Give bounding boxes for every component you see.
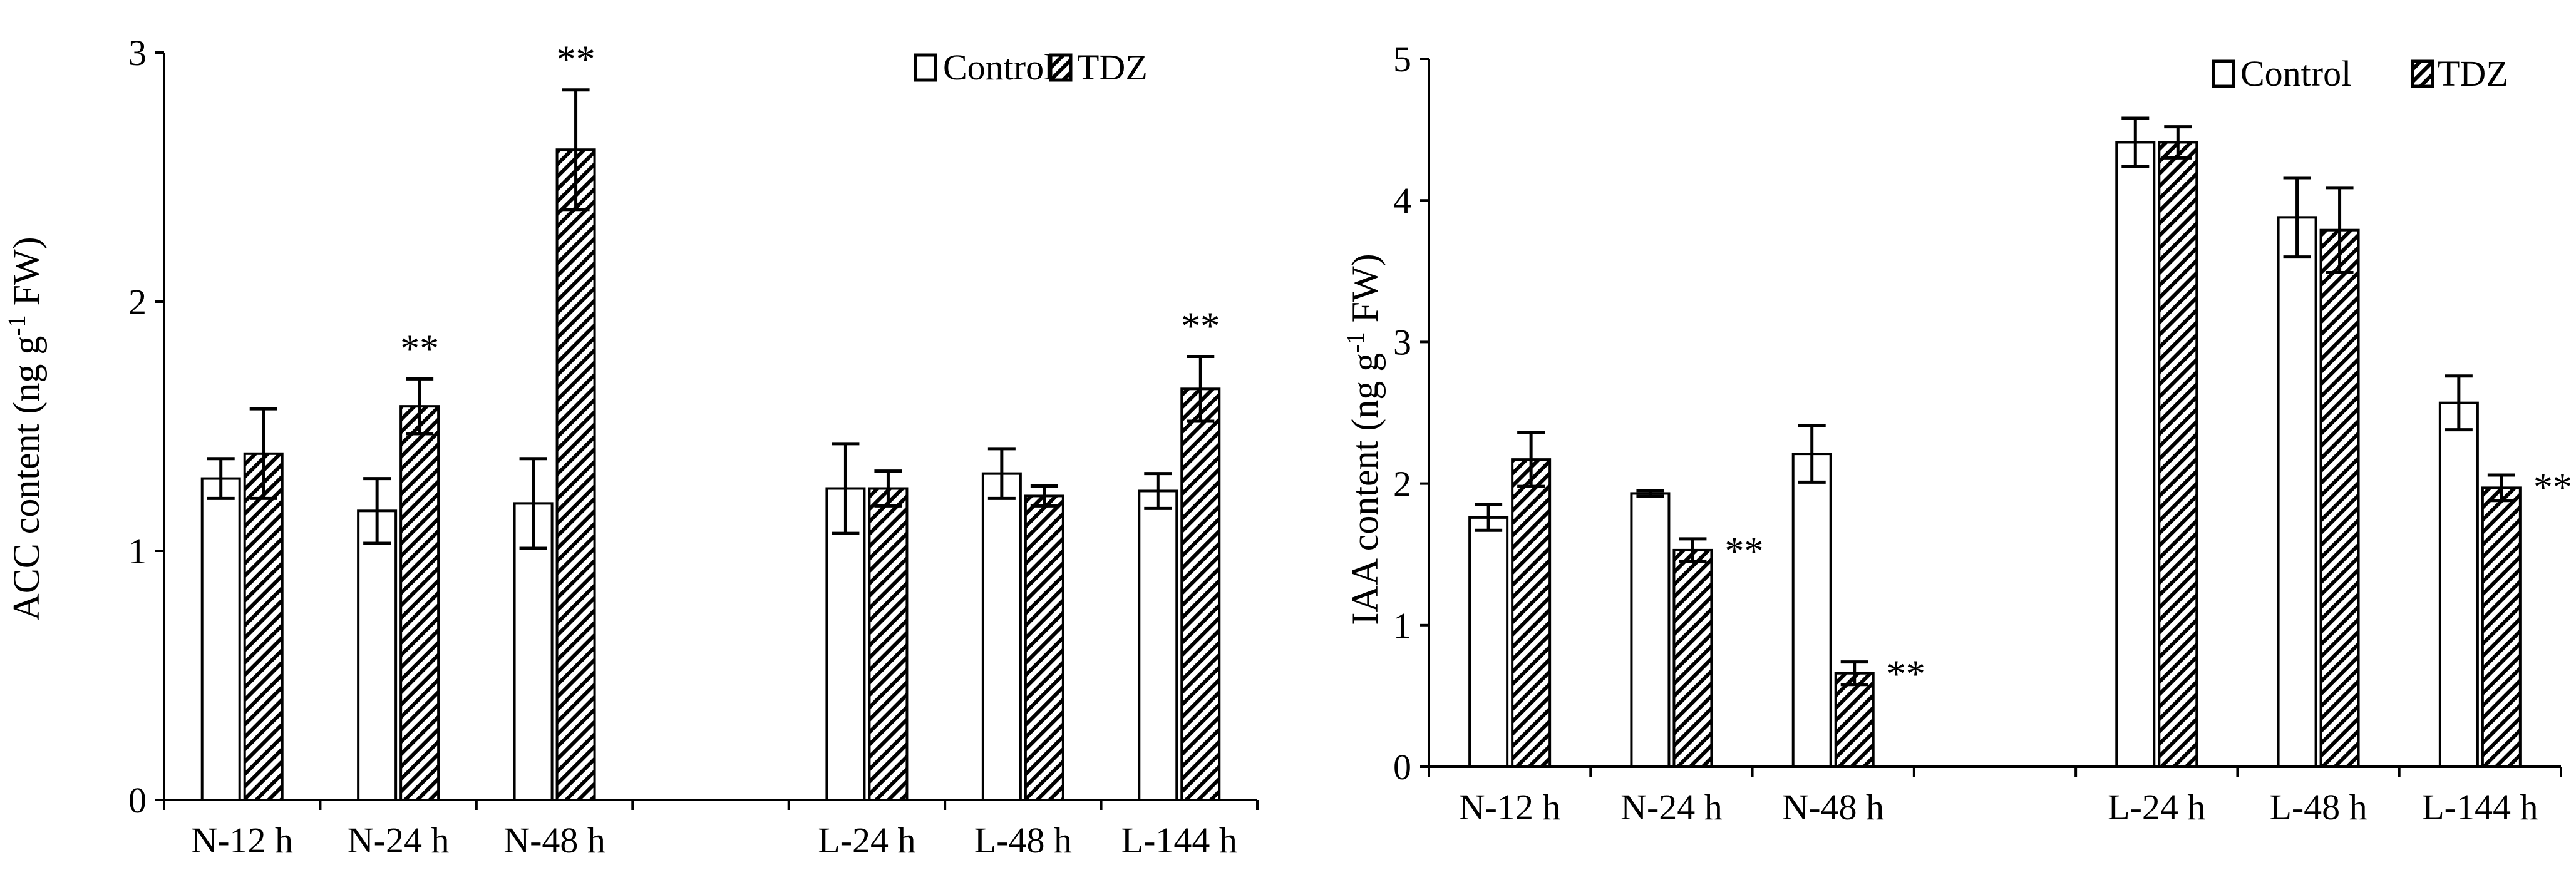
acc-bar-control [1138,489,1178,801]
iaa-category-label: N-12 h [1459,787,1561,827]
acc-category-label: N-24 h [348,820,450,861]
acc-bar-tdz [399,405,440,801]
iaa-y-tick-label: 4 [1393,180,1411,221]
iaa-legend-control-label: Control [2240,53,2351,94]
iaa-legend: Control TDZ [2212,53,2508,94]
acc-y-tick-label: 0 [128,780,147,821]
iaa-y-axis-label: IAA content (ng g-1 FW) [1341,253,1386,625]
iaa-bar-tdz [1672,548,1713,768]
iaa-bar-control [1791,453,1832,769]
iaa-bar-control [2438,401,2479,768]
iaa-category-label: L-24 h [2108,787,2205,827]
iaa-y-tick-label: 5 [1393,39,1411,79]
acc-bar-tdz [555,148,596,802]
acc-y-axis-label: ACC content (ng g-1 FW) [3,237,47,620]
acc-bar-control [200,477,241,801]
iaa-legend-tdz-label: TDZ [2438,53,2508,94]
acc-category-label: L-24 h [818,820,915,861]
iaa-legend-tdz-swatch [2411,59,2434,88]
iaa-content-chart: IAA content (ng g-1 FW) Control TDZ 0 1 2 3… [1341,39,2572,827]
iaa-bar-control [2277,216,2317,768]
acc-legend-tdz-swatch [1049,53,1073,82]
acc-bar-tdz [243,452,284,801]
iaa-category-label: N-24 h [1620,787,1723,827]
iaa-significance-label: ** [2533,466,2572,509]
acc-category-label: N-12 h [191,820,293,861]
iaa-y-tick-label: 2 [1393,464,1411,504]
acc-significance-label: ** [1181,305,1220,348]
acc-bar-control [825,487,866,801]
acc-category-label: L-144 h [1121,820,1237,861]
acc-legend-control-swatch [914,53,937,82]
acc-bar-tdz [868,487,909,801]
iaa-bar-tdz [2158,141,2198,768]
iaa-category-label: L-48 h [2269,787,2367,827]
acc-y-tick-label: 3 [128,33,147,73]
acc-content-chart: ACC content (ng g-1 FW) Control TDZ 0 1 2 3… [3,33,1259,861]
acc-bar-control [981,472,1022,801]
iaa-bar-control [1468,516,1509,768]
iaa-bar-tdz [2481,486,2522,768]
iaa-bar-tdz [1834,672,1875,769]
acc-bar-tdz [1024,494,1064,801]
acc-y-tick-label: 2 [128,282,147,322]
acc-legend-control-label: Control [943,47,1054,88]
acc-legend: Control TDZ [914,47,1148,88]
acc-significance-label: ** [400,327,439,370]
iaa-y-tick-label: 1 [1393,605,1411,646]
iaa-y-tick-label: 3 [1393,322,1411,362]
iaa-y-tick-label: 0 [1393,747,1411,787]
iaa-bar-tdz [1511,458,1552,768]
acc-bar-control [357,509,398,801]
acc-significance-label: ** [557,39,595,81]
acc-bar-tdz [1180,387,1221,801]
iaa-category-label: L-144 h [2422,787,2538,827]
iaa-significance-label: ** [1724,530,1763,573]
iaa-bar-control [1630,492,1671,769]
acc-y-tick-label: 1 [128,531,147,571]
iaa-bar-control [2115,141,2156,768]
acc-legend-tdz-label: TDZ [1077,47,1148,88]
acc-category-label: L-48 h [974,820,1072,861]
acc-bar-control [513,502,554,801]
acc-category-label: N-48 h [503,820,605,861]
iaa-bar-tdz [2319,228,2360,768]
iaa-significance-label: ** [1887,653,1925,696]
iaa-legend-control-swatch [2212,59,2235,88]
iaa-category-label: N-48 h [1782,787,1884,827]
